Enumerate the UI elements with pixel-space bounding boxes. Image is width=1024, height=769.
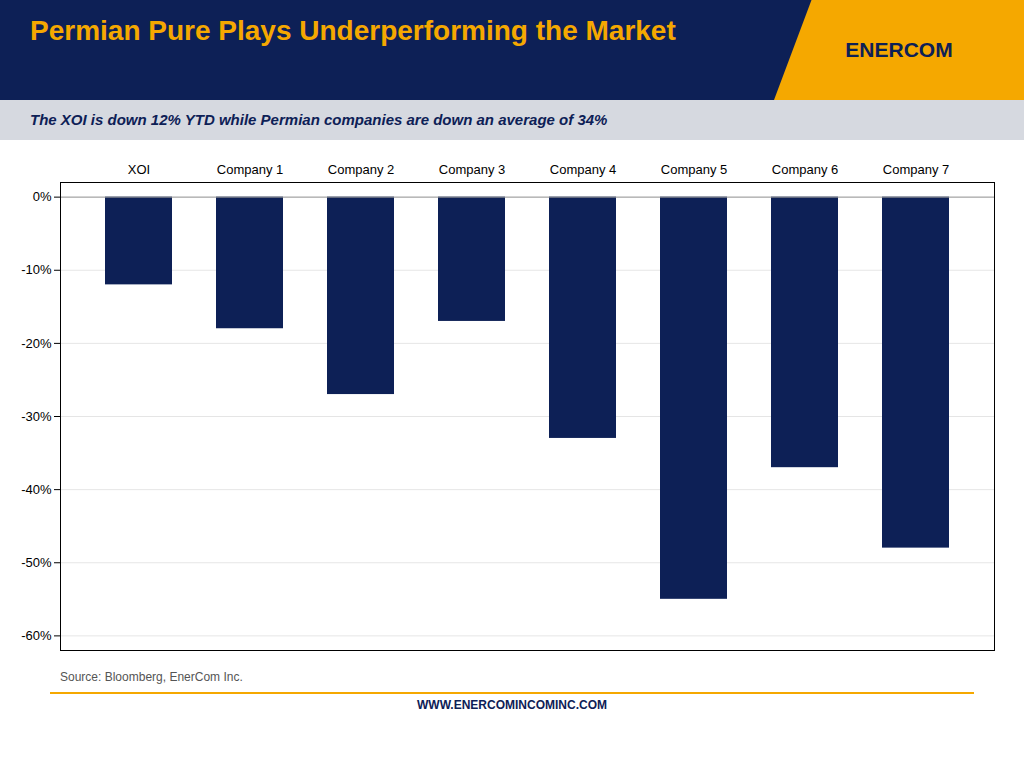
svg-text:XOI: XOI (128, 162, 150, 177)
html-text:Source: Bloomberg, EnerCom Inc: Source: Bloomberg, EnerCom Inc. (60, 670, 243, 684)
svg-text:Company 3: Company 3 (439, 162, 505, 177)
svg-text:-30%: -30% (21, 409, 52, 424)
svg-text:Company 7: Company 7 (883, 162, 949, 177)
svg-text:Company 6: Company 6 (772, 162, 838, 177)
html-text:WWW.ENERCOMINCOMINC.COM: WWW.ENERCOMINCOMINC.COM (417, 698, 607, 712)
svg-text:Company 4: Company 4 (550, 162, 616, 177)
svg-text:-40%: -40% (21, 482, 52, 497)
svg-text:0%: 0% (33, 189, 52, 204)
svg-text:-60%: -60% (21, 628, 52, 643)
svg-text:Company 5: Company 5 (661, 162, 727, 177)
html-text:Permian Pure Plays Underperfor: Permian Pure Plays Underperforming the M… (30, 15, 676, 46)
svg-text:Company 2: Company 2 (328, 162, 394, 177)
svg-text:-50%: -50% (21, 555, 52, 570)
svg-text:-20%: -20% (21, 336, 52, 351)
svg-text:-10%: -10% (21, 262, 52, 277)
svg-text:Company 1: Company 1 (217, 162, 283, 177)
html-text:The XOI is down 12% YTD while: The XOI is down 12% YTD while Permian co… (30, 111, 608, 128)
html-text:ENERCOM: ENERCOM (845, 38, 953, 61)
